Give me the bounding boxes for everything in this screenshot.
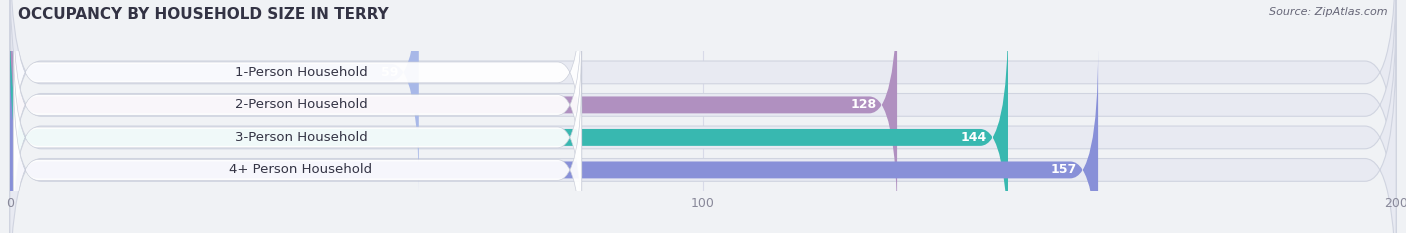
Text: 128: 128 <box>851 98 876 111</box>
FancyBboxPatch shape <box>10 3 1396 233</box>
Text: 59: 59 <box>381 66 398 79</box>
FancyBboxPatch shape <box>10 48 1098 233</box>
Text: 1-Person Household: 1-Person Household <box>235 66 367 79</box>
FancyBboxPatch shape <box>10 0 419 194</box>
Text: 144: 144 <box>960 131 987 144</box>
FancyBboxPatch shape <box>10 0 1396 233</box>
Text: 3-Person Household: 3-Person Household <box>235 131 367 144</box>
Text: 157: 157 <box>1052 163 1077 176</box>
FancyBboxPatch shape <box>10 35 1396 233</box>
Text: OCCUPANCY BY HOUSEHOLD SIZE IN TERRY: OCCUPANCY BY HOUSEHOLD SIZE IN TERRY <box>18 7 389 22</box>
FancyBboxPatch shape <box>13 0 582 176</box>
FancyBboxPatch shape <box>10 16 1008 233</box>
FancyBboxPatch shape <box>13 67 582 233</box>
Text: 4+ Person Household: 4+ Person Household <box>229 163 373 176</box>
FancyBboxPatch shape <box>13 2 582 208</box>
FancyBboxPatch shape <box>10 0 897 226</box>
FancyBboxPatch shape <box>10 0 1396 207</box>
Text: Source: ZipAtlas.com: Source: ZipAtlas.com <box>1270 7 1388 17</box>
FancyBboxPatch shape <box>13 34 582 233</box>
Text: 2-Person Household: 2-Person Household <box>235 98 367 111</box>
